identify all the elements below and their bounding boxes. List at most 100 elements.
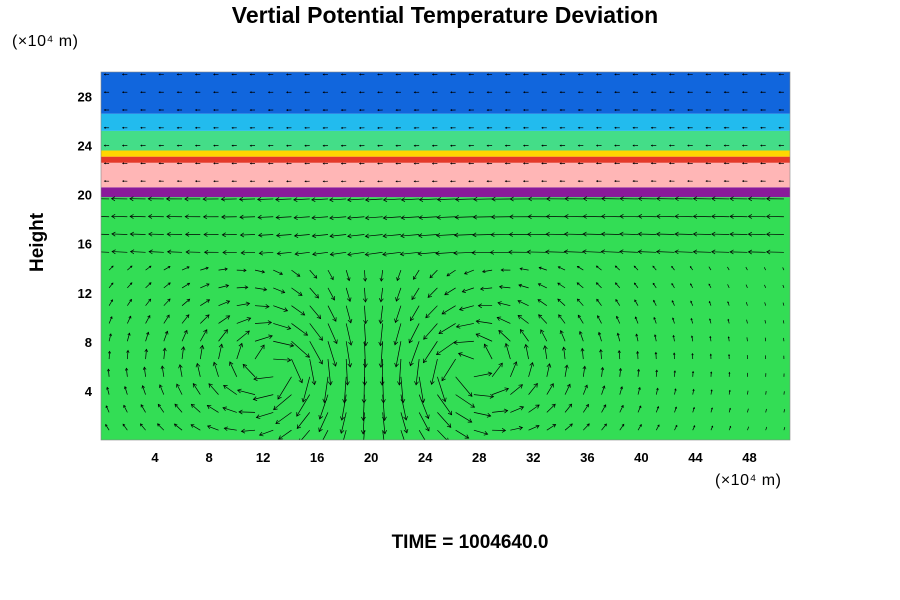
wind-vector: [347, 234, 365, 237]
wind-vector-head: [552, 424, 557, 428]
wind-vector-head: [621, 404, 624, 408]
wind-vector: [223, 385, 237, 395]
wind-vector-head: [674, 196, 679, 202]
wind-vector-head: [517, 299, 522, 304]
wind-vector: [637, 369, 640, 377]
wind-vector: [674, 425, 678, 431]
wind-vector-head: [377, 109, 380, 112]
wind-vector-head: [296, 273, 301, 277]
wind-vector-head: [729, 196, 734, 202]
wind-vector: [258, 216, 274, 218]
wind-vector: [213, 362, 219, 377]
wind-vector-head: [185, 249, 190, 255]
wind-vector-head: [692, 196, 698, 202]
wind-vector: [327, 341, 337, 367]
wind-vector-head: [322, 144, 325, 147]
wind-vector-head: [604, 423, 607, 427]
wind-vector: [383, 234, 401, 237]
y-tick-label: 12: [78, 286, 92, 301]
wind-vector-head: [778, 108, 781, 112]
wind-vector-head: [741, 108, 745, 112]
wind-vector-head: [400, 197, 406, 203]
wind-vector-head: [341, 443, 345, 447]
wind-vector: [380, 323, 384, 346]
wind-vector-head: [541, 162, 544, 165]
wind-vector: [419, 216, 438, 219]
wind-vector-head: [461, 288, 466, 293]
wind-vector-head: [205, 266, 209, 270]
wind-vector-head: [339, 429, 345, 434]
wind-vector-head: [582, 231, 587, 237]
wind-vector-head: [340, 109, 343, 112]
wind-vector-head: [340, 416, 345, 421]
wind-vector-head: [237, 388, 242, 394]
wind-vector-head: [176, 91, 179, 94]
wind-vector: [112, 251, 128, 253]
x-tick-label: 8: [205, 450, 212, 465]
wind-vector: [745, 302, 748, 306]
wind-vector-head: [147, 315, 151, 319]
wind-vector-head: [186, 298, 191, 303]
wind-vector-head: [431, 73, 434, 76]
wind-vector-head: [585, 403, 589, 408]
wind-vector-head: [576, 265, 580, 269]
wind-vector: [254, 344, 265, 360]
wind-vector-head: [615, 299, 618, 302]
wind-vector-head: [347, 233, 352, 239]
wind-vector: [323, 376, 329, 403]
wind-vector-head: [176, 109, 179, 112]
wind-vector: [309, 341, 323, 365]
wind-vector-head: [595, 126, 599, 129]
wind-vector-head: [186, 266, 190, 270]
wind-vector: [637, 405, 642, 413]
wind-vector-head: [140, 162, 143, 165]
wind-vector-head: [636, 350, 640, 354]
wind-vector: [319, 394, 329, 420]
wind-vector-head: [710, 371, 713, 374]
wind-vector: [295, 251, 310, 255]
wind-vector: [558, 314, 566, 324]
wind-vector: [653, 300, 657, 306]
wind-vector-head: [395, 144, 398, 147]
wind-vector-head: [167, 266, 171, 269]
time-label: TIME = 1004640.0: [391, 532, 549, 553]
wind-vector-head: [148, 231, 153, 237]
wind-vector-head: [635, 333, 639, 337]
wind-vector-head: [340, 126, 343, 129]
wind-vector-head: [747, 196, 753, 202]
wind-vector-head: [674, 231, 679, 237]
wind-vector-head: [286, 325, 292, 330]
wind-vector-head: [225, 315, 231, 320]
wind-vector-head: [504, 126, 507, 129]
wind-vector-head: [123, 385, 128, 390]
wind-vector-head: [231, 180, 234, 183]
wind-vector-head: [111, 265, 114, 268]
wind-vector: [437, 198, 456, 200]
wind-vector: [764, 319, 767, 324]
wind-vector: [365, 251, 383, 256]
wind-vector-head: [687, 126, 690, 129]
wind-vector-head: [431, 91, 434, 94]
wind-vector: [675, 233, 693, 235]
wind-vector: [652, 265, 657, 271]
wind-vectors: [101, 73, 786, 447]
wind-vector-head: [504, 387, 510, 392]
wind-vector-head: [126, 349, 130, 353]
wind-vector-head: [546, 363, 552, 368]
wind-vector: [241, 251, 256, 254]
wind-vector-head: [486, 413, 492, 418]
wind-vector: [318, 412, 329, 432]
wind-vector: [525, 344, 529, 360]
wind-vector-head: [425, 313, 430, 319]
wind-vector-head: [194, 162, 198, 165]
wind-vector-head: [253, 376, 258, 382]
wind-vector: [127, 333, 130, 342]
wind-vector: [395, 341, 402, 367]
wind-vector-head: [158, 144, 161, 147]
wind-vector-head: [455, 323, 461, 329]
x-tick-label: 12: [256, 450, 270, 465]
wind-vector-head: [498, 329, 503, 335]
wind-vector-head: [140, 73, 143, 76]
wind-vector: [362, 412, 365, 434]
wind-vector-head: [267, 91, 270, 94]
